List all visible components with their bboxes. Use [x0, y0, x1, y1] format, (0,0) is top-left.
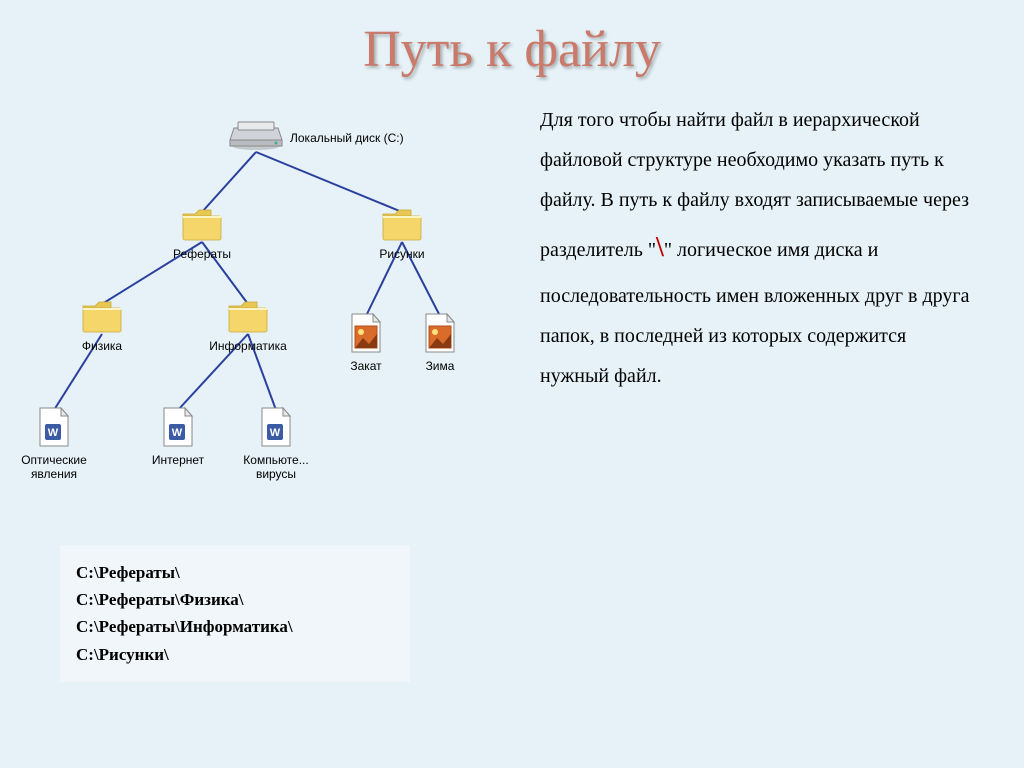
folder-icon: [227, 300, 269, 337]
tree-node-label: Локальный диск (C:): [290, 131, 404, 145]
tree-node-virus: W Компьюте... вирусы: [226, 406, 326, 481]
tree-node-root: Локальный диск (C:): [228, 118, 448, 155]
file-tree-diagram: Локальный диск (C:) Рефераты Рисунки Физ…: [20, 120, 530, 520]
folder-icon: [381, 208, 423, 245]
tree-node-label: Рефераты: [173, 247, 231, 261]
tree-node-label: Зима: [426, 359, 455, 373]
tree-node-label: Информатика: [209, 339, 287, 353]
picture-icon: [349, 312, 383, 357]
path-line: C:\Рефераты\: [76, 559, 394, 586]
svg-text:W: W: [270, 427, 281, 439]
separator-char: \: [656, 232, 664, 263]
drive-icon: [228, 118, 284, 155]
tree-node-label: Закат: [350, 359, 381, 373]
tree-node-inet: W Интернет: [128, 406, 228, 467]
paths-list: C:\Рефераты\C:\Рефераты\Физика\C:\Рефера…: [60, 545, 410, 682]
tree-node-ris: Рисунки: [352, 208, 452, 261]
tree-node-label: Физика: [82, 339, 122, 353]
path-line: C:\Рисунки\: [76, 641, 394, 668]
tree-node-label: Оптические явления: [21, 453, 87, 481]
folder-icon: [181, 208, 223, 245]
tree-node-zima: Зима: [390, 312, 490, 373]
path-line: C:\Рефераты\Физика\: [76, 586, 394, 613]
svg-text:W: W: [172, 427, 183, 439]
svg-text:W: W: [48, 427, 59, 439]
explanation-text: Для того чтобы найти файл в иерархическо…: [540, 100, 980, 396]
tree-node-label: Рисунки: [379, 247, 424, 261]
tree-node-inf: Информатика: [198, 300, 298, 353]
wordfile-icon: W: [161, 406, 195, 451]
page-title: Путь к файлу: [0, 20, 1024, 79]
tree-node-fiz: Физика: [52, 300, 152, 353]
tree-node-opt: W Оптические явления: [4, 406, 104, 481]
path-line: C:\Рефераты\Информатика\: [76, 613, 394, 640]
folder-icon: [81, 300, 123, 337]
wordfile-icon: W: [37, 406, 71, 451]
picture-icon: [423, 312, 457, 357]
tree-node-refer: Рефераты: [152, 208, 252, 261]
body-post: " логическое имя диска и последовательно…: [540, 239, 969, 387]
tree-node-label: Интернет: [152, 453, 204, 467]
tree-node-label: Компьюте... вирусы: [243, 453, 308, 481]
wordfile-icon: W: [259, 406, 293, 451]
